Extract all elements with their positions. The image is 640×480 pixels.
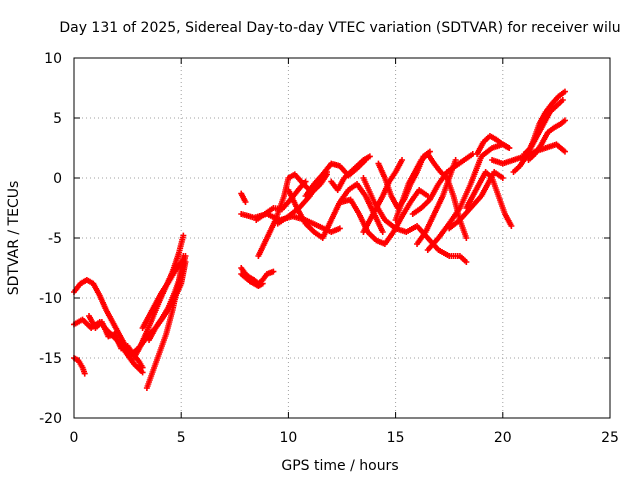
x-tick-label: 5: [177, 430, 186, 446]
series-s12: [238, 190, 249, 205]
data-point: [499, 175, 506, 181]
series-s22: [360, 175, 470, 265]
data-point: [561, 88, 568, 95]
x-tick-label: 0: [70, 430, 79, 446]
data-point: [452, 157, 459, 163]
series-s11: [238, 271, 266, 289]
data-point: [270, 268, 277, 275]
data-point: [302, 178, 309, 185]
series-s26: [414, 157, 459, 247]
data-point: [559, 97, 566, 103]
x-axis-label: GPS time / hours: [281, 458, 398, 474]
series-s20: [328, 153, 373, 193]
data-point: [180, 232, 187, 239]
data-point: [463, 235, 470, 241]
data-point: [81, 370, 88, 377]
data-point: [242, 199, 249, 205]
data-point: [178, 259, 185, 265]
data-point: [336, 225, 343, 232]
y-axis-label: SDTVAR / TECUs: [6, 181, 22, 296]
series-s33: [521, 97, 566, 157]
data-point: [259, 280, 266, 287]
tick-labels: 0 5 10 15 20 25 -20 -15 -10 -5 0 5 10: [39, 51, 619, 446]
y-tick-label: 10: [44, 51, 62, 67]
x-tick-label: 20: [494, 430, 512, 446]
y-tick-label: -20: [39, 411, 62, 427]
data-point: [139, 369, 146, 376]
series-s34: [525, 117, 568, 163]
data-point: [561, 117, 568, 124]
x-tick-label: 10: [279, 430, 297, 446]
x-tick-label: 25: [601, 430, 619, 446]
plot-border: [73, 57, 611, 419]
y-tick-label: -10: [39, 291, 62, 307]
y-tick-label: 0: [53, 171, 62, 187]
series-s28: [446, 169, 506, 232]
x-tick-label: 15: [387, 430, 405, 446]
series-s4: [71, 355, 88, 377]
y-tick-label: -15: [39, 351, 62, 367]
y-tick-label: -5: [48, 231, 62, 247]
series-s30: [474, 133, 513, 157]
series-s9: [139, 259, 185, 331]
series-s19: [339, 187, 431, 247]
series-s17: [285, 181, 386, 241]
data-point: [561, 148, 568, 155]
data-point: [508, 223, 515, 229]
data-point: [399, 157, 406, 163]
data-point: [182, 253, 189, 259]
data-points: [71, 88, 568, 391]
data-point: [379, 229, 386, 235]
series-s29: [463, 169, 515, 229]
data-point: [506, 145, 513, 151]
data-point: [463, 259, 470, 265]
y-tick-label: 5: [53, 111, 62, 127]
data-point: [366, 153, 373, 160]
chart-title: Day 131 of 2025, Sidereal Day-to-day VTE…: [59, 20, 620, 36]
